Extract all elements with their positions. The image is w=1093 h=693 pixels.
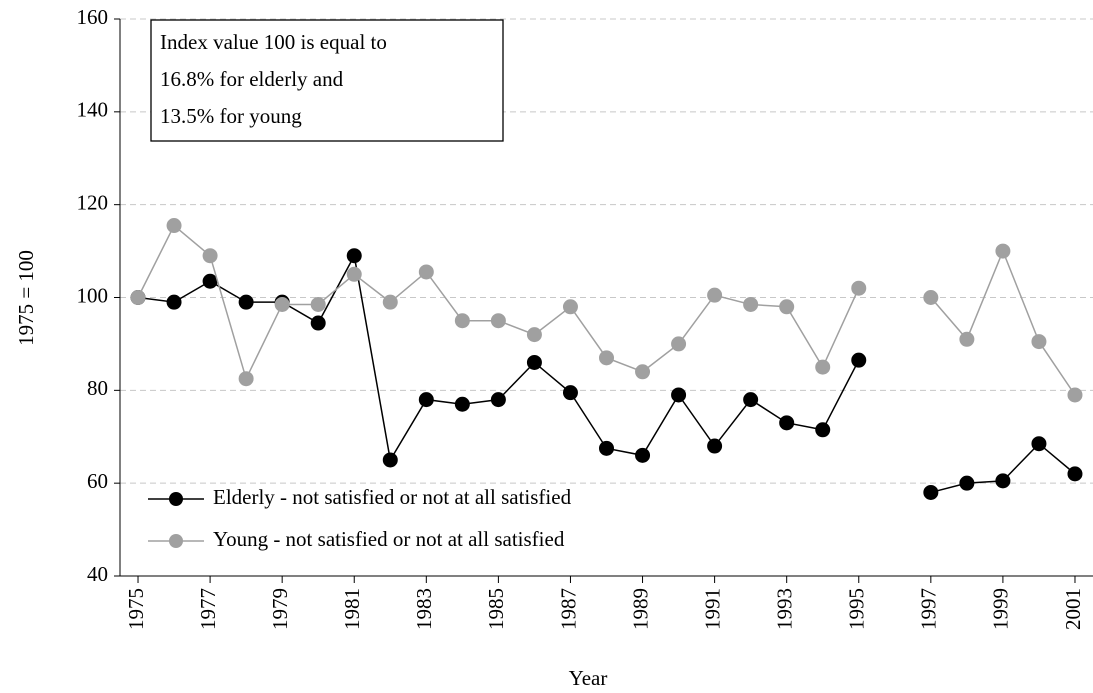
data-point <box>923 484 939 500</box>
data-point <box>599 440 614 456</box>
data-point <box>851 280 867 296</box>
series-line <box>930 249 1076 396</box>
data-point <box>418 392 434 408</box>
x-tick-label: 1999 <box>989 588 1013 630</box>
data-point <box>238 371 254 387</box>
x-tick-label: 1981 <box>340 588 364 630</box>
x-tick-label: 1995 <box>845 588 869 630</box>
data-point <box>815 359 831 375</box>
data-point <box>166 218 182 234</box>
data-point <box>1067 466 1083 482</box>
x-axis-title: Year <box>569 666 608 690</box>
x-tick-label: 1987 <box>556 588 580 630</box>
data-point <box>418 264 434 280</box>
data-point <box>310 315 326 331</box>
data-point <box>562 385 578 401</box>
data-point <box>490 392 506 408</box>
data-point <box>382 452 398 468</box>
data-point <box>707 438 723 454</box>
data-point <box>166 294 182 310</box>
x-tick-label: 1983 <box>412 588 436 630</box>
data-point <box>238 294 254 310</box>
x-tick-label: 1991 <box>700 588 724 630</box>
x-tick-label: 1975 <box>124 588 148 630</box>
data-point <box>1031 334 1047 350</box>
data-point <box>959 331 975 347</box>
x-tick-label: 2001 <box>1061 588 1085 630</box>
y-tick-label: 100 <box>77 283 109 307</box>
data-point <box>779 299 795 315</box>
data-point <box>779 415 795 431</box>
data-point <box>599 350 614 366</box>
legend-label: Elderly - not satisfied or not at all sa… <box>213 485 572 509</box>
legend-label: Young - not satisfied or not at all sati… <box>213 527 565 551</box>
data-point <box>1031 436 1047 452</box>
annotation-text: Index value 100 is equal to <box>160 30 387 54</box>
annotation-text: 16.8% for elderly and <box>160 67 344 91</box>
data-point <box>671 336 687 352</box>
y-tick-label: 160 <box>77 5 109 29</box>
data-point <box>346 266 362 282</box>
series-line <box>137 253 860 463</box>
x-tick-label: 1997 <box>917 588 941 630</box>
y-tick-label: 120 <box>77 190 109 214</box>
data-point <box>382 294 398 310</box>
data-point <box>995 473 1011 489</box>
y-axis-title: 1975 = 100 <box>14 250 38 346</box>
x-tick-label: 1985 <box>484 588 508 630</box>
y-tick-label: 80 <box>87 376 108 400</box>
data-point <box>274 296 290 312</box>
data-point <box>707 287 723 303</box>
x-tick-label: 1977 <box>196 588 220 630</box>
data-point <box>310 296 326 312</box>
annotation-box <box>150 19 504 142</box>
x-tick-label: 1979 <box>268 588 292 630</box>
data-point <box>346 248 362 264</box>
data-point <box>923 290 939 305</box>
data-point <box>202 248 218 264</box>
data-point <box>743 392 759 408</box>
data-point <box>130 290 146 305</box>
data-point <box>995 243 1011 259</box>
data-point <box>454 396 470 412</box>
data-point <box>671 387 687 403</box>
data-point <box>635 364 651 380</box>
data-point <box>526 354 542 370</box>
x-tick-label: 1993 <box>772 588 796 630</box>
data-point <box>454 313 470 329</box>
data-point <box>526 327 542 343</box>
legend-marker <box>169 492 183 506</box>
data-point <box>562 299 578 315</box>
data-point <box>959 475 975 491</box>
y-tick-label: 140 <box>77 98 109 122</box>
data-point <box>202 273 218 289</box>
y-tick-label: 60 <box>87 469 108 493</box>
legend-marker <box>169 534 183 548</box>
data-point <box>490 313 506 329</box>
data-point <box>1067 387 1083 403</box>
y-tick-label: 40 <box>87 562 108 586</box>
annotation-text: 13.5% for young <box>160 104 302 128</box>
data-point <box>815 422 831 438</box>
data-point <box>635 447 651 463</box>
x-tick-label: 1989 <box>628 588 652 630</box>
data-point <box>743 296 759 312</box>
data-point <box>851 352 867 368</box>
